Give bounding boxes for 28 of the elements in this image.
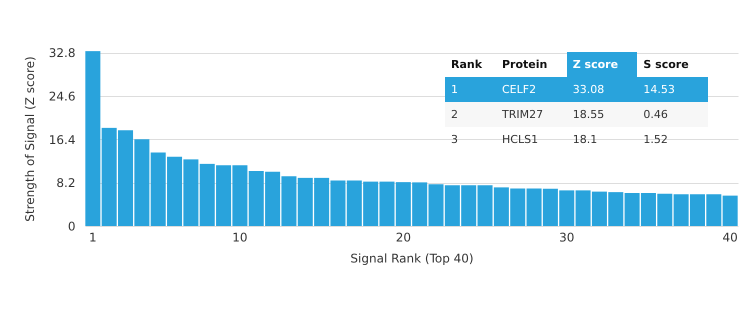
annotation: Protein	[501, 57, 548, 73]
x-tick-label: 20	[396, 230, 411, 244]
annotation: 18.55	[566, 102, 638, 127]
annotation: TRIM27	[496, 102, 567, 127]
x-tick-label: 1	[89, 230, 97, 244]
annotation: S score	[642, 57, 690, 73]
annotation: 14.53	[637, 77, 708, 102]
y-tick-label: 8.2	[56, 176, 76, 190]
annotation: 2	[445, 102, 496, 127]
annotation: 3	[450, 132, 459, 148]
annotation: 18.1	[572, 132, 598, 148]
annotation: 1.52	[642, 132, 669, 148]
y-tick-label: 32.8	[48, 46, 76, 60]
annotation: 33.08	[566, 77, 638, 102]
y-tick-label: 0	[68, 220, 76, 234]
x-tick-label: 30	[559, 230, 574, 244]
annotation: 1	[445, 77, 496, 102]
x-axis-title: Signal Rank (Top 40)	[350, 252, 474, 266]
y-tick-label: 16.4	[48, 132, 76, 147]
y-tick-label: 24.6	[48, 89, 76, 104]
x-tick-label: 10	[232, 230, 248, 244]
annotation: Z score	[566, 52, 638, 77]
annotation: CELF2	[496, 77, 567, 102]
annotation: 0.46	[637, 102, 708, 127]
annotation: HCLS1	[501, 132, 540, 148]
annotation: Rank	[450, 57, 484, 73]
y-axis-title: Strength of Signal (Z score)	[22, 56, 37, 222]
x-tick-label: 40	[722, 230, 738, 244]
